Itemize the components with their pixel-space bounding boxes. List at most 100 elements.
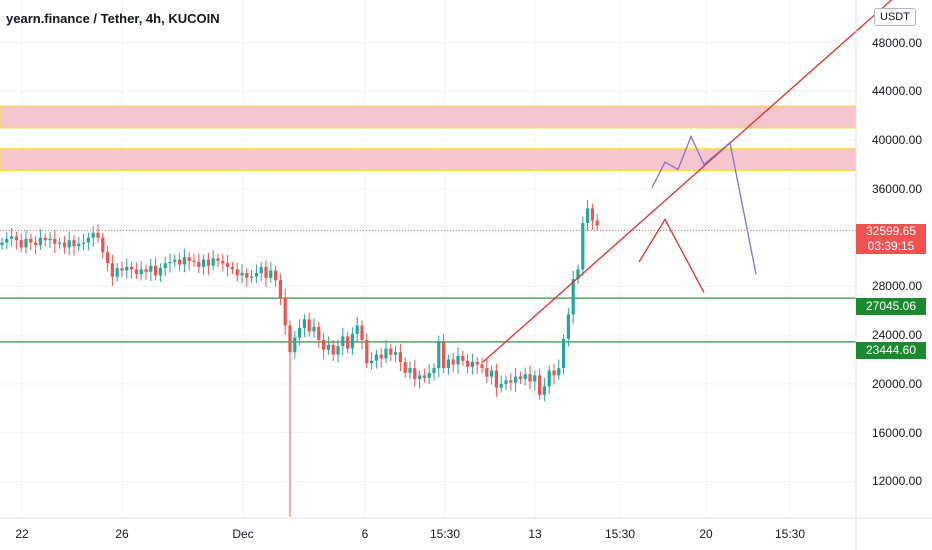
y-tick-label: 36000.00 — [871, 181, 922, 196]
candle-body — [250, 276, 254, 278]
candle-body — [62, 242, 66, 248]
candle-body — [360, 325, 364, 341]
x-tick-label: 15:30 — [429, 527, 461, 541]
candle-body — [461, 355, 465, 361]
candle-body — [192, 260, 196, 263]
candle-body — [576, 269, 580, 280]
candle-body — [398, 352, 402, 362]
candle-body — [533, 375, 537, 382]
candle-body — [154, 265, 158, 276]
candle-body — [557, 368, 561, 376]
candle-body — [139, 269, 143, 275]
candle-body — [365, 340, 369, 364]
candle-body — [298, 327, 302, 338]
candle-body — [427, 372, 431, 378]
candle-body — [144, 269, 148, 272]
candle-body — [293, 337, 297, 353]
x-tick-label: 13 — [528, 527, 542, 541]
candle-body — [38, 237, 42, 245]
candle-body — [101, 237, 105, 253]
candle-body — [259, 266, 263, 274]
candle-body — [394, 352, 398, 355]
candle-body — [67, 240, 71, 248]
candle-body — [350, 333, 354, 349]
candle-body — [86, 237, 90, 243]
candle-body — [451, 359, 455, 365]
candle-body — [130, 266, 134, 270]
candle-body — [312, 326, 316, 332]
candle-body — [235, 269, 239, 276]
candle-body — [91, 232, 95, 238]
candle-body — [178, 259, 182, 265]
candle-body — [197, 262, 201, 267]
x-tick-label: 26 — [115, 527, 129, 541]
current-price-label: 32599.65 — [865, 224, 917, 238]
candle-body — [24, 238, 28, 248]
candle-body — [408, 368, 412, 373]
resistance-zone — [0, 148, 857, 172]
level-badge-upper: 27045.06 — [856, 298, 926, 315]
candle-body — [110, 263, 114, 277]
candle-body — [211, 258, 215, 266]
candle-body — [581, 223, 585, 270]
candle-body — [5, 238, 9, 243]
candle-body — [562, 338, 566, 369]
candle-body — [34, 242, 38, 245]
y-tick-label: 28000.00 — [871, 279, 922, 294]
candle-body — [475, 361, 479, 365]
candle-body — [77, 243, 81, 247]
projection-trend-line — [482, 0, 893, 363]
candle-body — [322, 340, 326, 350]
candle-body — [418, 375, 422, 380]
y-tick-label: 16000.00 — [871, 425, 922, 440]
y-tick-label: 12000.00 — [871, 474, 922, 489]
candle-body — [173, 259, 177, 263]
candle-body — [586, 208, 590, 224]
candle-body — [384, 348, 388, 359]
candle-body — [72, 240, 76, 247]
candle-body — [134, 269, 138, 275]
candle-body — [216, 258, 220, 261]
candle-body — [389, 348, 393, 355]
candle-body — [504, 380, 508, 384]
candle-body — [437, 342, 441, 369]
projection-red-path — [638, 218, 705, 293]
y-tick-label: 20000.00 — [871, 376, 922, 391]
candle-body — [413, 368, 417, 380]
candle-body — [206, 259, 210, 266]
current-price-badge: 32599.65 03:39:15 — [856, 224, 926, 254]
y-tick-label: 48000.00 — [871, 35, 922, 50]
candle-body — [307, 319, 311, 332]
candle-body — [149, 265, 153, 272]
candle-body — [14, 236, 18, 241]
candle-body — [317, 326, 321, 341]
candle-body — [336, 346, 340, 355]
candle-body — [82, 242, 86, 244]
candle-body — [302, 319, 306, 328]
candle-body — [523, 374, 527, 380]
x-tick-label: 22 — [15, 527, 29, 541]
candle-body — [456, 355, 460, 365]
candle-body — [470, 361, 474, 367]
candle-body — [509, 380, 513, 383]
currency-selector[interactable]: USDT — [874, 8, 916, 26]
candle-body — [490, 370, 494, 377]
candle-body — [422, 375, 426, 378]
candle-body — [278, 280, 282, 298]
candle-body — [187, 257, 191, 261]
candle-body — [43, 237, 47, 241]
candle-body — [115, 268, 119, 277]
x-tick-label: 15:30 — [774, 527, 806, 541]
candle-body — [331, 344, 335, 355]
candle-body — [590, 208, 594, 221]
candle-body — [499, 383, 503, 388]
candle-body — [53, 238, 57, 244]
resistance-zone — [0, 105, 857, 129]
candle-body — [245, 273, 249, 278]
candle-body — [442, 342, 446, 369]
candle-body — [202, 259, 206, 267]
candle-body — [221, 260, 225, 264]
candle-body — [274, 270, 278, 281]
candle-body — [466, 360, 470, 367]
